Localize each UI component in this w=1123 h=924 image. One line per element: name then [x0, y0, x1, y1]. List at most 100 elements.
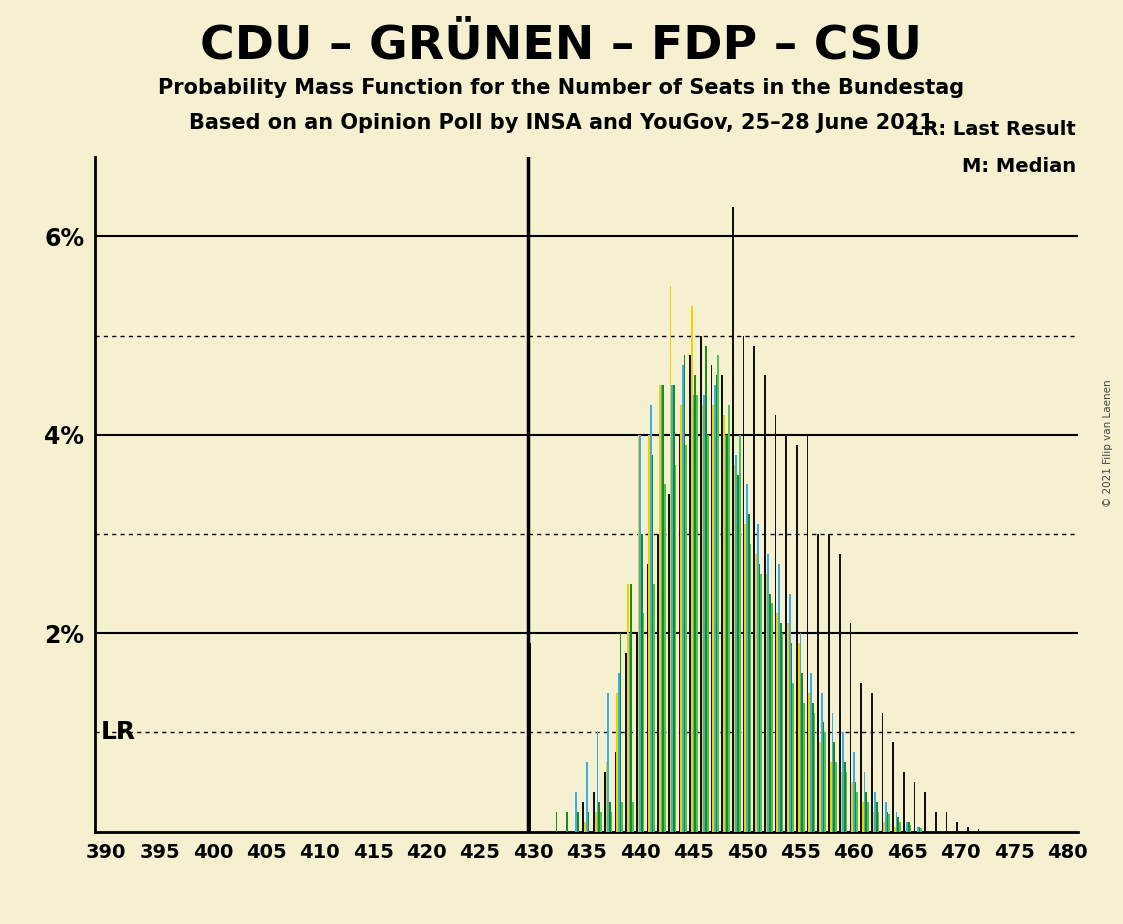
- Bar: [914, 782, 915, 832]
- Bar: [659, 385, 660, 832]
- Bar: [919, 827, 921, 832]
- Bar: [760, 574, 761, 832]
- Bar: [788, 593, 791, 832]
- Bar: [696, 395, 697, 832]
- Bar: [703, 395, 705, 832]
- Bar: [639, 435, 641, 832]
- Bar: [621, 802, 623, 832]
- Bar: [935, 812, 937, 832]
- Bar: [684, 356, 685, 832]
- Bar: [657, 534, 659, 832]
- Bar: [801, 673, 803, 832]
- Bar: [691, 306, 693, 832]
- Bar: [629, 633, 630, 832]
- Bar: [587, 812, 590, 832]
- Bar: [864, 772, 866, 832]
- Bar: [682, 365, 684, 832]
- Bar: [736, 455, 737, 832]
- Bar: [866, 792, 867, 832]
- Bar: [732, 207, 733, 832]
- Bar: [791, 643, 792, 832]
- Bar: [650, 405, 651, 832]
- Text: CDU – GRÜNEN – FDP – CSU: CDU – GRÜNEN – FDP – CSU: [201, 23, 922, 68]
- Bar: [556, 812, 557, 832]
- Bar: [803, 702, 805, 832]
- Bar: [878, 812, 879, 832]
- Bar: [617, 693, 618, 832]
- Bar: [566, 812, 568, 832]
- Bar: [778, 564, 779, 832]
- Bar: [906, 821, 909, 832]
- Bar: [873, 812, 875, 832]
- Bar: [797, 643, 800, 832]
- Bar: [821, 693, 822, 832]
- Bar: [746, 484, 748, 832]
- Bar: [700, 335, 702, 832]
- Bar: [721, 375, 723, 832]
- Bar: [800, 633, 801, 832]
- Text: © 2021 Filip van Laenen: © 2021 Filip van Laenen: [1104, 380, 1113, 507]
- Bar: [529, 643, 531, 832]
- Bar: [706, 435, 709, 832]
- Bar: [823, 723, 824, 832]
- Bar: [924, 792, 926, 832]
- Text: LR: LR: [101, 720, 136, 744]
- Bar: [577, 812, 578, 832]
- Bar: [860, 683, 862, 832]
- Text: LR: Last Result: LR: Last Result: [912, 120, 1076, 139]
- Bar: [694, 375, 696, 832]
- Bar: [663, 385, 664, 832]
- Bar: [885, 802, 887, 832]
- Bar: [785, 435, 787, 832]
- Bar: [775, 415, 776, 832]
- Bar: [632, 802, 633, 832]
- Bar: [609, 802, 611, 832]
- Text: Probability Mass Function for the Number of Seats in the Bundestag: Probability Mass Function for the Number…: [158, 78, 965, 98]
- Bar: [787, 624, 788, 832]
- Bar: [758, 564, 760, 832]
- Bar: [672, 385, 673, 832]
- Bar: [921, 828, 922, 832]
- Bar: [681, 405, 682, 832]
- Bar: [884, 821, 885, 832]
- Bar: [660, 385, 663, 832]
- Bar: [739, 435, 740, 832]
- Bar: [626, 653, 627, 832]
- Bar: [627, 584, 629, 832]
- Bar: [888, 814, 891, 832]
- Bar: [851, 782, 853, 832]
- Bar: [724, 435, 727, 832]
- Bar: [715, 375, 718, 832]
- Bar: [867, 802, 869, 832]
- Bar: [946, 812, 948, 832]
- Bar: [685, 444, 687, 832]
- Bar: [583, 802, 584, 832]
- Bar: [749, 544, 751, 832]
- Bar: [642, 614, 645, 832]
- Bar: [745, 524, 746, 832]
- Bar: [754, 346, 755, 832]
- Bar: [876, 802, 878, 832]
- Bar: [782, 633, 784, 832]
- Bar: [818, 534, 819, 832]
- Bar: [893, 742, 894, 832]
- Bar: [669, 286, 672, 832]
- Bar: [673, 385, 675, 832]
- Bar: [711, 365, 712, 832]
- Bar: [810, 673, 812, 832]
- Bar: [636, 633, 638, 832]
- Bar: [593, 792, 595, 832]
- Bar: [855, 782, 857, 832]
- Bar: [737, 475, 739, 832]
- Bar: [654, 584, 655, 832]
- Bar: [690, 356, 691, 832]
- Bar: [678, 435, 681, 832]
- Bar: [702, 405, 703, 832]
- Text: M: Median: M: Median: [962, 157, 1076, 176]
- Bar: [605, 762, 608, 832]
- Bar: [849, 624, 851, 832]
- Bar: [917, 827, 919, 832]
- Bar: [748, 514, 749, 832]
- Bar: [897, 817, 900, 832]
- Bar: [742, 335, 745, 832]
